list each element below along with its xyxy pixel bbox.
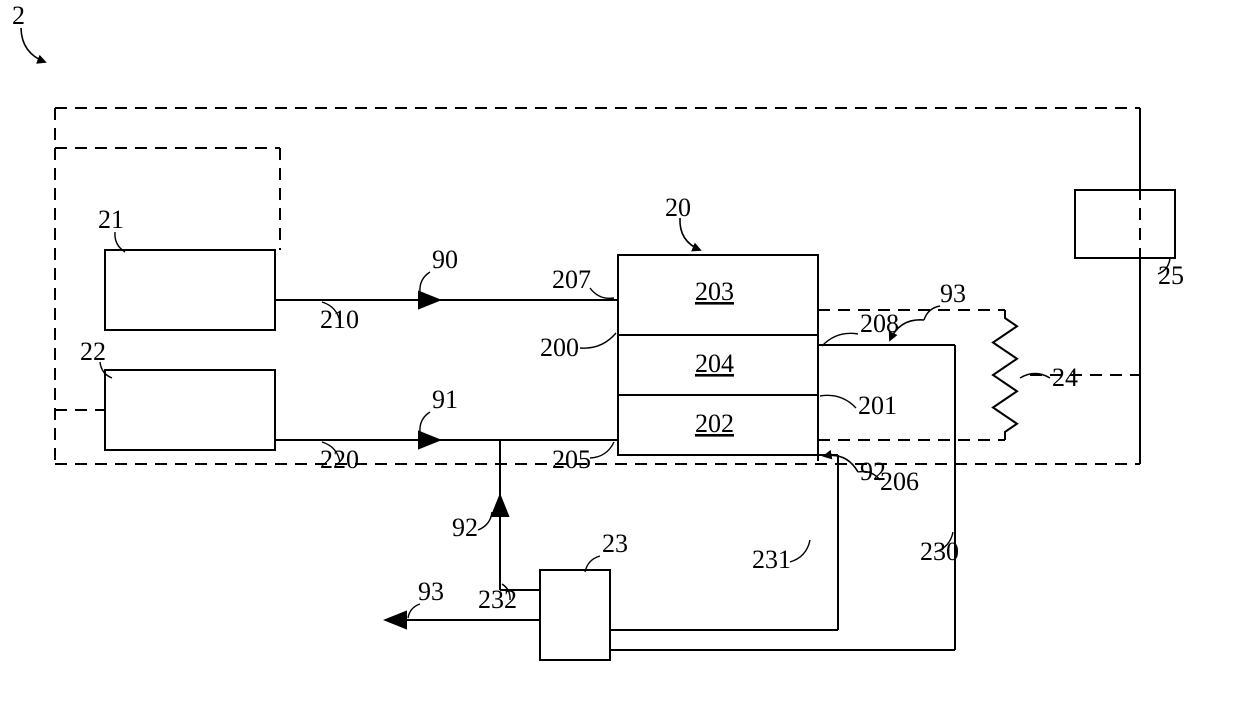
label-L220: 220	[320, 445, 359, 474]
label-L201: 201	[858, 391, 897, 420]
label-L204: 204	[695, 349, 734, 378]
leader-l231	[790, 540, 810, 562]
label-L93r: 93	[940, 279, 966, 308]
arrow-93	[383, 610, 407, 629]
leader-l205	[590, 442, 614, 458]
label-L230: 230	[920, 537, 959, 566]
arrow-91	[418, 430, 442, 449]
label-L200: 200	[540, 333, 579, 362]
leader-l91	[420, 412, 430, 432]
leader-l207	[590, 288, 614, 298]
label-L232: 232	[478, 585, 517, 614]
label-L92a: 92	[860, 457, 886, 486]
label-L23: 23	[602, 529, 628, 558]
leader-l200	[580, 333, 616, 348]
leader-arrow-20	[680, 218, 700, 250]
label-L90: 90	[432, 245, 458, 274]
arrow-90	[418, 290, 442, 309]
label-L20: 20	[665, 193, 691, 222]
label-L208: 208	[860, 309, 899, 338]
leader-l201	[820, 395, 856, 408]
arrow-92	[490, 493, 509, 517]
label-L24: 24	[1052, 363, 1078, 392]
leader-l93b	[408, 604, 420, 618]
box-21	[105, 250, 275, 330]
box-23	[540, 570, 610, 660]
diagram-canvas: 2 21 22 210 220 90 91 20 203 204 202 207 200 205 208 20…	[0, 0, 1240, 701]
label-L93b: 93	[418, 577, 444, 606]
label-L2: 2	[12, 1, 25, 30]
label-L25: 25	[1158, 261, 1184, 290]
label-L203: 203	[695, 277, 734, 306]
label-L207: 207	[552, 265, 591, 294]
label-L202: 202	[695, 409, 734, 438]
label-L231: 231	[752, 545, 791, 574]
leader-l93r	[924, 306, 940, 320]
label-L21: 21	[98, 205, 124, 234]
label-L92b: 92	[452, 513, 478, 542]
leader-l92b	[478, 512, 492, 530]
label-L205: 205	[552, 445, 591, 474]
leader-l90	[420, 272, 430, 292]
label-L210: 210	[320, 305, 359, 334]
box-25	[1075, 190, 1175, 258]
resistor-24	[993, 310, 1017, 440]
box-22	[105, 370, 275, 450]
leader-arrow-2	[21, 28, 45, 62]
label-L91: 91	[432, 385, 458, 414]
label-L22: 22	[80, 337, 106, 366]
